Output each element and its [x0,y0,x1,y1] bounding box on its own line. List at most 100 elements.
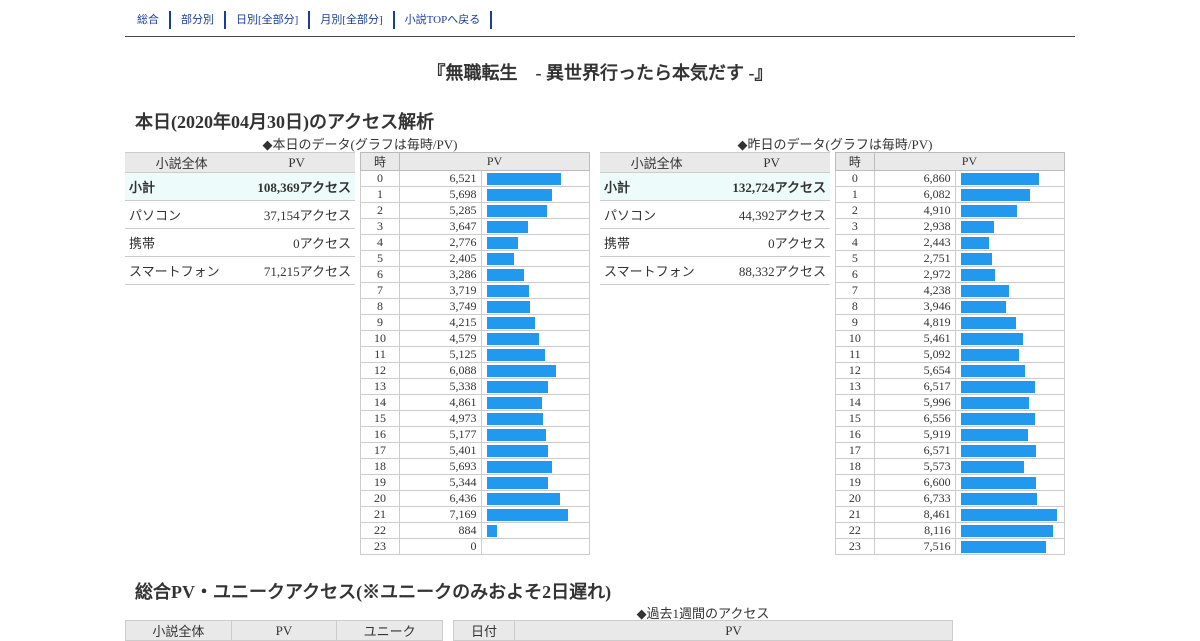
hour-label: 12 [835,362,875,379]
bar-cell [954,490,1066,507]
pv-value-label: 2,751 [873,250,956,267]
hourly-row: 13 6,517 [835,378,1066,395]
hour-label: 8 [359,298,401,315]
total-header-unique: ユニーク [336,620,443,641]
hourly-header-hour: 時 [835,152,875,171]
bar-cell [480,410,591,427]
total-header-label: 小説全体 [125,620,232,641]
pv-value-label: 2,405 [399,250,482,267]
bar-cell [954,346,1066,363]
nav-link-by-part[interactable]: 部分別 [171,11,226,29]
pv-bar [960,429,1028,441]
summary-value: 132,724アクセス [713,172,830,201]
summary-label: パソコン [125,200,239,229]
summary-label: パソコン [600,200,714,229]
hourly-row: 22 8,116 [835,522,1066,539]
pv-bar [960,413,1035,425]
hour-label: 5 [359,250,401,267]
pv-bar [486,221,528,233]
hour-label: 15 [835,410,875,427]
hourly-row: 23 7,516 [835,538,1066,555]
hourly-row: 13 5,338 [359,378,591,395]
bar-cell [480,282,591,299]
hour-label: 18 [835,458,875,475]
hour-label: 12 [359,362,401,379]
hourly-row: 18 5,573 [835,458,1066,475]
hourly-row: 20 6,733 [835,490,1066,507]
pv-value-label: 884 [399,522,482,539]
bar-cell [954,298,1066,315]
bar-cell [954,442,1066,459]
hour-label: 7 [359,282,401,299]
hour-label: 16 [835,426,875,443]
hour-label: 21 [359,506,401,523]
hourly-row: 12 6,088 [359,362,591,379]
hourly-row: 3 2,938 [835,218,1066,235]
hourly-row: 15 4,973 [359,410,591,427]
nav-link-total[interactable]: 総合 [127,11,171,29]
bar-cell [954,186,1066,203]
pv-value-label: 5,092 [873,346,956,363]
hour-label: 19 [835,474,875,491]
today-heading: 本日(2020年04月30日)のアクセス解析 [135,112,435,132]
pv-value-label: 7,169 [399,506,482,523]
bar-cell [954,330,1066,347]
nav-link-novel-top[interactable]: 小説TOPへ戻る [395,11,493,29]
pv-bar [960,397,1029,409]
bar-cell [480,202,591,219]
pv-bar [960,381,1035,393]
hour-label: 23 [359,538,401,555]
bar-cell [954,378,1066,395]
bar-cell [954,170,1066,187]
bar-cell [480,234,591,251]
pv-value-label: 6,517 [873,378,956,395]
pv-bar [960,317,1016,329]
week-caption: ◆過去1週間のアクセス [636,606,770,621]
pv-bar [960,509,1057,521]
hourly-row: 6 3,286 [359,266,591,283]
summary-value: 0アクセス [238,228,355,257]
pv-value-label: 3,946 [873,298,956,315]
summary-value: 0アクセス [713,228,830,257]
bar-cell [480,474,591,491]
bar-cell [954,250,1066,267]
hourly-row: 11 5,092 [835,346,1066,363]
hour-label: 14 [359,394,401,411]
hour-label: 4 [835,234,875,251]
pv-value-label: 4,861 [399,394,482,411]
week-header-pv: PV [514,620,953,641]
nav-link-monthly[interactable]: 月別[全部分] [310,11,395,29]
pv-bar [486,317,535,329]
summary-label: スマートフォン [125,256,239,285]
total-header-pv: PV [230,620,338,641]
bar-cell [480,522,591,539]
nav-link-daily[interactable]: 日別[全部分] [226,11,311,29]
hourly-row: 10 5,461 [835,330,1066,347]
hour-label: 9 [835,314,875,331]
pv-bar [960,333,1023,345]
pv-value-label: 8,116 [873,522,956,539]
hourly-row: 5 2,405 [359,250,591,267]
hour-label: 22 [359,522,401,539]
hourly-row: 18 5,693 [359,458,591,475]
pv-value-label: 4,238 [873,282,956,299]
hourly-row: 0 6,521 [359,170,591,187]
summary-row: パソコン 44,392アクセス [600,200,830,229]
hourly-row: 7 4,238 [835,282,1066,299]
hour-label: 23 [835,538,875,555]
bar-cell [480,314,591,331]
pv-value-label: 6,600 [873,474,956,491]
summary-value: 88,332アクセス [713,256,830,285]
summary-value: 108,369アクセス [238,172,355,201]
pv-value-label: 4,579 [399,330,482,347]
summary-row: 携帯 0アクセス [600,228,830,257]
pv-bar [960,349,1019,361]
bar-cell [954,474,1066,491]
pv-bar [960,301,1006,313]
bar-cell [480,186,591,203]
pv-bar [960,477,1036,489]
pv-bar [486,205,547,217]
hour-label: 8 [835,298,875,315]
pv-value-label: 3,719 [399,282,482,299]
bar-cell [954,522,1066,539]
